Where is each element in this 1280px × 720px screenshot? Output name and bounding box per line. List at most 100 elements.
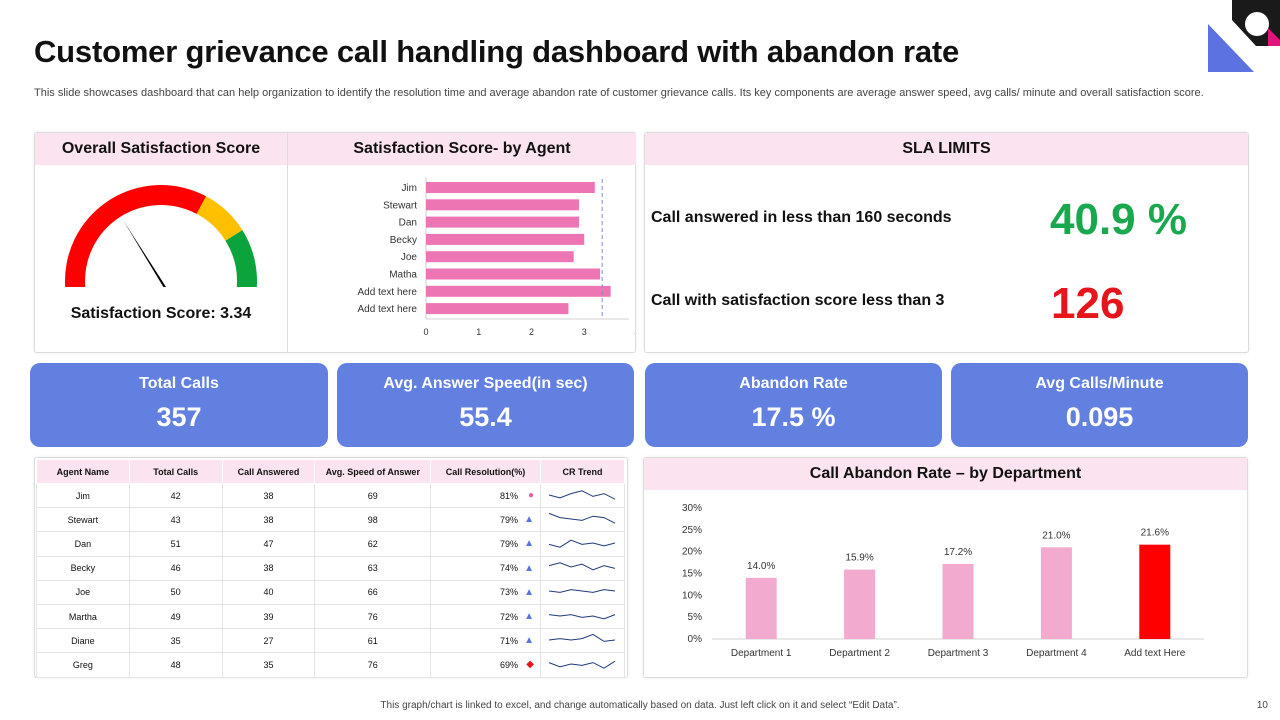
trend-sparkline — [549, 539, 616, 548]
kpi-abandon-rate-value: 17.5 % — [751, 402, 836, 432]
cell-call-answered: 27 — [221, 628, 316, 654]
agent-category-label: Add text here — [358, 287, 418, 298]
trend-sparkline — [549, 660, 616, 669]
cell-call-answered: 35 — [221, 652, 316, 678]
cell-call-resolution: 79% ▲ — [430, 507, 541, 533]
triangle-up-icon: ▲ — [524, 514, 534, 526]
kpi-total-calls-label: Total Calls — [139, 375, 219, 392]
cell-agent-name: Diane — [36, 628, 130, 654]
cell-cr-trend — [539, 579, 626, 605]
dept-tick-label: 0% — [688, 634, 703, 645]
department-bar-chart: 0% 5% 10% 15% 20% 25% 30% 14.0% Department 1 15.9… — [682, 503, 1204, 659]
dept-tick-label: 30% — [682, 503, 702, 514]
cell-agent-name: Stewart — [36, 507, 130, 533]
gauge-yellow-segment — [196, 196, 243, 241]
cell-total-calls: 35 — [128, 628, 223, 654]
cell-call-resolution: 74% ▲ — [430, 555, 541, 581]
dept-data-label: 14.0% — [747, 561, 775, 572]
dept-bar — [745, 577, 777, 639]
page-subtitle: This slide showcases dashboard that can … — [34, 87, 1204, 99]
department-panel: Call Abandon Rate – by Department 0% 5% 10… — [643, 457, 1248, 678]
cell-avg-speed: 61 — [314, 628, 432, 654]
gauge-green-segment — [225, 230, 257, 287]
table-row: Dan 51 47 62 79% ▲ — [36, 531, 626, 557]
resolution-value: 81% — [499, 490, 518, 501]
cell-avg-speed: 66 — [314, 579, 432, 605]
cell-avg-speed: 76 — [314, 652, 432, 678]
table-row: Greg 48 35 76 69% ◆ — [36, 652, 626, 678]
cell-call-answered: 47 — [221, 531, 316, 557]
resolution-value: 79% — [499, 538, 518, 549]
table-row: Stewart 43 38 98 79% ▲ — [36, 507, 626, 533]
agent-category-label: Stewart — [383, 200, 417, 211]
dept-tick-label: 5% — [688, 612, 703, 623]
col-total-calls: Total Calls — [128, 459, 223, 484]
cell-total-calls: 50 — [128, 579, 223, 605]
dept-tick-label: 20% — [682, 547, 702, 558]
agent-bar-chart: Jim Stewart Dan Becky Joe Matha Add text here A… — [358, 177, 635, 337]
trend-sparkline — [549, 589, 616, 594]
sla-answered-value: 40.9 % — [1050, 195, 1187, 244]
agent-table: Agent Name Total Calls Call Answered Avg… — [36, 459, 626, 678]
overall-satisfaction-title: Overall Satisfaction Score — [61, 140, 261, 157]
agent-tick-label: 3 — [582, 327, 587, 337]
cell-total-calls: 49 — [128, 603, 223, 630]
col-cr-trend: CR Trend — [539, 459, 626, 484]
brand-logo-icon — [1208, 0, 1280, 72]
kpi-calls-per-minute: Avg Calls/Minute 0.095 — [951, 363, 1248, 447]
kpi-calls-per-minute-value: 0.095 — [1065, 402, 1134, 432]
cell-avg-speed: 69 — [314, 482, 432, 509]
table-row: Becky 46 38 63 74% ▲ — [36, 555, 626, 581]
agent-tick-label: 2 — [529, 327, 534, 337]
cell-agent-name: Martha — [36, 603, 130, 630]
sparkline-path — [549, 562, 616, 571]
cell-agent-name: Becky — [36, 555, 130, 581]
page-title: Customer grievance call handling dashboa… — [34, 34, 960, 69]
gauge-red-segment — [65, 185, 207, 287]
cell-call-answered: 38 — [221, 507, 316, 533]
dept-category-label: Department 2 — [829, 648, 890, 659]
cell-call-resolution: 81% ● — [430, 482, 541, 509]
sparkline-path — [549, 660, 616, 669]
cell-avg-speed: 62 — [314, 531, 432, 557]
cell-cr-trend — [539, 652, 626, 678]
agent-bar — [426, 199, 579, 211]
kpi-abandon-rate-label: Abandon Rate — [739, 375, 848, 392]
dept-data-label: 17.2% — [944, 547, 972, 558]
sla-answered-label: Call answered in less than 160 seconds — [651, 209, 952, 226]
sparkline-path — [549, 489, 616, 500]
resolution-value: 69% — [499, 659, 518, 670]
cell-avg-speed: 76 — [314, 603, 432, 630]
triangle-up-icon: ▲ — [524, 538, 534, 550]
triangle-up-icon: ▲ — [524, 610, 534, 622]
resolution-value: 73% — [499, 587, 518, 598]
circle-icon: ● — [527, 490, 534, 501]
agent-bar — [426, 182, 595, 193]
cell-call-resolution: 73% ▲ — [430, 579, 541, 605]
department-chart-header: Call Abandon Rate – by Department — [644, 458, 1247, 490]
dept-tick-label: 25% — [682, 525, 702, 536]
overall-satisfaction-header: Overall Satisfaction Score — [35, 133, 287, 165]
dept-bar — [942, 563, 974, 639]
agent-category-label: Joe — [401, 252, 418, 263]
cell-call-answered: 38 — [221, 555, 316, 581]
trend-sparkline — [549, 512, 616, 524]
sparkline-path — [549, 613, 616, 619]
agent-category-label: Jim — [401, 183, 417, 194]
agent-category-label: Add text here — [358, 304, 418, 315]
col-call-resolution: Call Resolution(%) — [430, 459, 541, 484]
sparkline-path — [549, 589, 616, 594]
cell-agent-name: Jim — [36, 482, 130, 509]
cell-call-answered: 39 — [221, 603, 316, 630]
page-number: 10 — [1256, 700, 1268, 711]
dept-data-label: 21.6% — [1141, 528, 1169, 539]
kpi-answer-speed: Avg. Answer Speed(in sec) 55.4 — [337, 363, 634, 447]
sparkline-path — [549, 512, 616, 524]
kpi-calls-per-minute-label: Avg Calls/Minute — [1035, 375, 1164, 392]
agent-category-label: Becky — [390, 235, 417, 246]
dept-data-label: 15.9% — [845, 553, 873, 564]
sla-satisfaction-label: Call with satisfaction score less than 3 — [651, 292, 945, 309]
cell-cr-trend — [539, 555, 626, 581]
agent-bar — [426, 268, 601, 280]
dept-category-label: Department 1 — [731, 648, 792, 659]
